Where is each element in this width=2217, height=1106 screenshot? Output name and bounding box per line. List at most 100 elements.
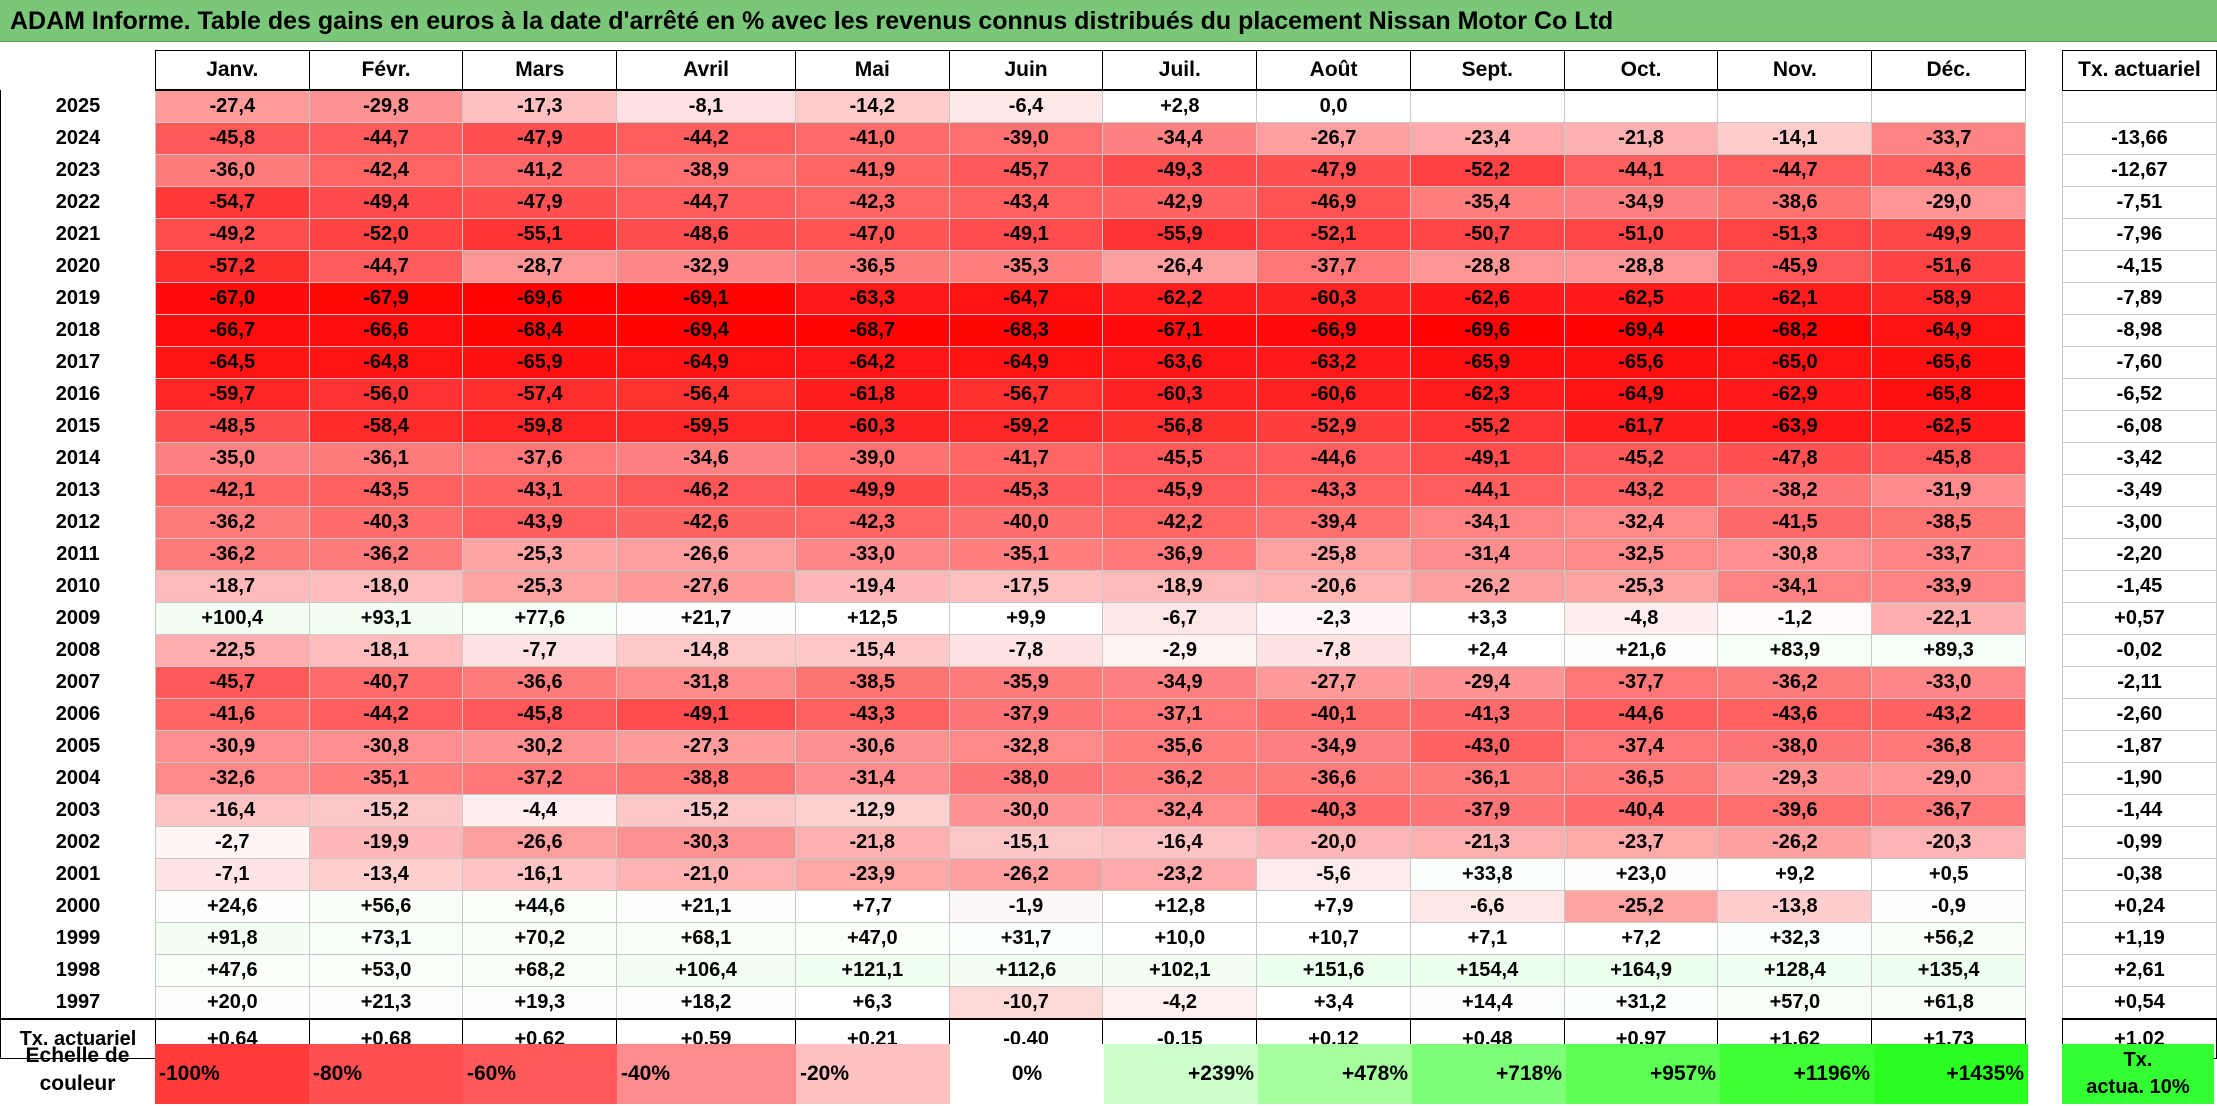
table-row: 1999 +91,8 +73,1 +70,2 +68,1 +47,0 +31,7 +10,0 +… xyxy=(0,922,2217,955)
year-cell: 2001 xyxy=(0,858,156,891)
value-cell: -37,9 xyxy=(948,698,1104,731)
value-cell: -49,1 xyxy=(948,218,1104,251)
table-row: 2014 -35,0 -36,1 -37,6 -34,6 -39,0 -41,7 -45,5-… xyxy=(0,442,2217,475)
value-cell: -47,9 xyxy=(462,186,618,219)
value-cell: -30,2 xyxy=(462,730,618,763)
year-cell: 2024 xyxy=(0,122,156,155)
tx-cell: -6,52 xyxy=(2061,378,2217,411)
value-cell: -52,0 xyxy=(308,218,464,251)
year-cell: 2012 xyxy=(0,506,156,539)
value-cell: +12,5 xyxy=(794,602,950,635)
value-cell: +135,4 xyxy=(1871,954,2027,987)
value-cell: -35,9 xyxy=(948,666,1104,699)
value-cell: +106,4 xyxy=(616,954,796,987)
value-cell: -45,7 xyxy=(948,154,1104,187)
value-cell: -60,3 xyxy=(1102,378,1258,411)
value-cell: +7,9 xyxy=(1256,890,1411,923)
value-cell: +47,0 xyxy=(794,922,950,955)
value-cell: -65,8 xyxy=(1871,378,2027,411)
value-cell: -35,1 xyxy=(308,762,464,795)
tx-cell: +2,61 xyxy=(2061,954,2217,987)
value-cell: +7,2 xyxy=(1563,922,1719,955)
value-cell xyxy=(1717,89,1873,123)
corner-cell xyxy=(0,50,156,90)
tx-cell: -13,66 xyxy=(2061,122,2217,155)
value-cell: +20,0 xyxy=(154,986,310,1020)
value-cell: -20,3 xyxy=(1871,826,2027,859)
value-cell: -44,1 xyxy=(1409,474,1565,507)
value-cell: -36,0 xyxy=(154,154,310,187)
table-row: 1997 +20,0 +21,3 +19,3 +18,2 +6,3 -10,7 -4,2 +3,… xyxy=(0,986,2217,1020)
table-row: 2025 -27,4 -29,8 -17,3 -8,1 -14,2 -6,4 +2,8 0,0 xyxy=(0,89,2217,123)
value-cell: -29,0 xyxy=(1871,762,2027,795)
value-cell: -36,6 xyxy=(462,666,618,699)
value-cell: -55,9 xyxy=(1102,218,1258,251)
year-cell: 2019 xyxy=(0,282,156,315)
value-cell: +100,4 xyxy=(154,602,310,635)
value-cell: -62,9 xyxy=(1717,378,1873,411)
value-cell: -47,9 xyxy=(462,122,618,155)
value-cell: -50,7 xyxy=(1409,218,1565,251)
table-row: 2021 -49,2 -52,0 -55,1 -48,6 -47,0 -49,1 -55,9-… xyxy=(0,218,2217,251)
value-cell: +33,8 xyxy=(1409,858,1565,891)
value-cell: +19,3 xyxy=(462,986,618,1020)
value-cell: -47,0 xyxy=(794,218,950,251)
value-cell: -1,2 xyxy=(1717,602,1873,635)
year-cell: 2002 xyxy=(0,826,156,859)
value-cell: -14,1 xyxy=(1717,122,1873,155)
value-cell: +73,1 xyxy=(308,922,464,955)
value-cell: -67,1 xyxy=(1102,314,1258,347)
value-cell: +47,6 xyxy=(154,954,310,987)
value-cell: -32,4 xyxy=(1563,506,1719,539)
value-cell: -29,0 xyxy=(1871,186,2027,219)
value-cell: +56,6 xyxy=(308,890,464,923)
year-cell: 2009 xyxy=(0,602,156,635)
value-cell: -26,7 xyxy=(1256,122,1411,155)
value-cell: -30,8 xyxy=(1717,538,1873,571)
value-cell: -41,9 xyxy=(794,154,950,187)
value-cell: -25,3 xyxy=(1563,570,1719,603)
column-gap xyxy=(2025,922,2063,955)
value-cell: -44,1 xyxy=(1563,154,1719,187)
tx-cell: +0,24 xyxy=(2061,890,2217,923)
value-cell: -29,4 xyxy=(1409,666,1565,699)
column-gap xyxy=(2025,250,2063,283)
value-cell: -5,6 xyxy=(1256,858,1411,891)
value-cell: -44,6 xyxy=(1563,698,1719,731)
value-cell: -36,9 xyxy=(1102,538,1258,571)
value-cell: -42,3 xyxy=(794,186,950,219)
value-cell: -14,2 xyxy=(794,89,950,123)
table-row: 2004 -32,6 -35,1 -37,2 -38,8 -31,4 -38,0 -36,2-… xyxy=(0,762,2217,795)
value-cell: -39,0 xyxy=(794,442,950,475)
value-cell: +68,2 xyxy=(462,954,618,987)
table-row: 2009 +100,4 +93,1 +77,6 +21,7 +12,5 +9,9 -6,7 -2… xyxy=(0,602,2217,635)
table-row: 2022 -54,7 -49,4 -47,9 -44,7 -42,3 -43,4 -42,9-… xyxy=(0,186,2217,219)
month-header: Mai xyxy=(794,50,950,91)
year-cell: 2005 xyxy=(0,730,156,763)
value-cell: -43,1 xyxy=(462,474,618,507)
year-cell: 2015 xyxy=(0,410,156,443)
value-cell: -36,6 xyxy=(1256,762,1411,795)
table-row: 2005 -30,9 -30,8 -30,2 -27,3 -30,6 -32,8 -35,6-… xyxy=(0,730,2217,763)
value-cell: -42,1 xyxy=(154,474,310,507)
value-cell: -42,3 xyxy=(794,506,950,539)
column-gap xyxy=(2025,666,2063,699)
page-title: ADAM Informe. Table des gains en euros à… xyxy=(10,7,1614,35)
value-cell: -65,6 xyxy=(1871,346,2027,379)
column-gap xyxy=(2025,890,2063,923)
column-gap xyxy=(2025,410,2063,443)
color-scale-swatch: +239% xyxy=(1104,1044,1258,1104)
value-cell: +57,0 xyxy=(1717,986,1873,1020)
year-cell: 2023 xyxy=(0,154,156,187)
value-cell: +10,0 xyxy=(1102,922,1258,955)
value-cell: -7,7 xyxy=(462,634,618,667)
color-scale-swatch: -100% xyxy=(155,1044,309,1104)
value-cell: -68,3 xyxy=(948,314,1104,347)
value-cell: -33,0 xyxy=(794,538,950,571)
value-cell: -45,2 xyxy=(1563,442,1719,475)
year-cell: 2017 xyxy=(0,346,156,379)
value-cell: -34,4 xyxy=(1102,122,1258,155)
value-cell: +12,8 xyxy=(1102,890,1258,923)
tx-cell: -1,45 xyxy=(2061,570,2217,603)
year-cell: 2025 xyxy=(0,90,156,123)
